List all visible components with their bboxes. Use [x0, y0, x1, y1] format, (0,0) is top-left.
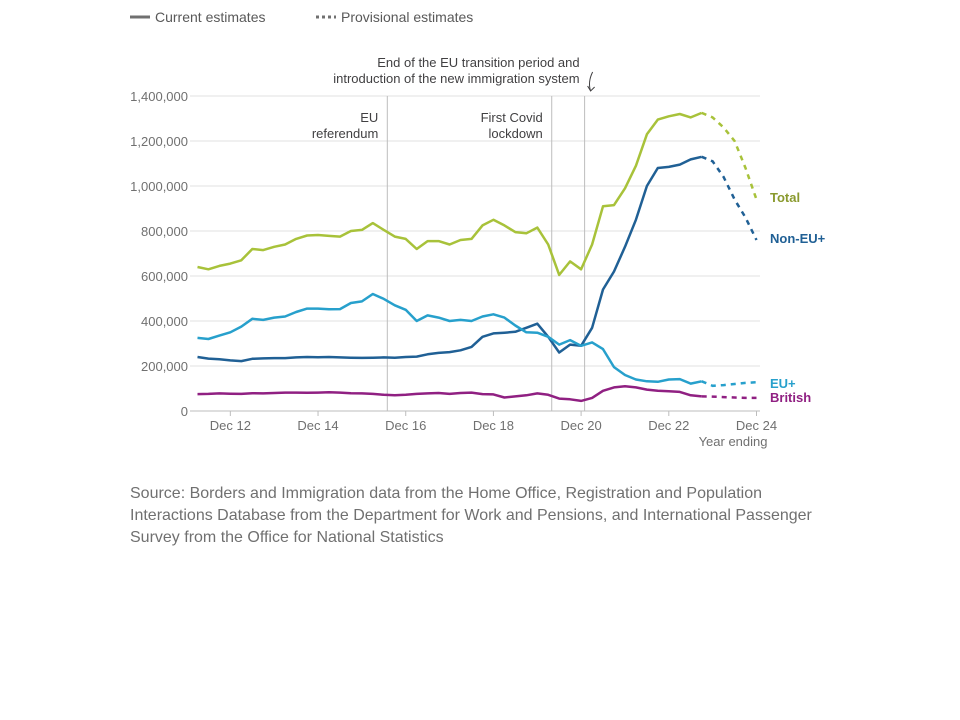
series-provisional-eu — [701, 380, 757, 388]
series-provisional-non-eu — [701, 155, 758, 241]
x-axis-title: Year ending — [699, 434, 768, 449]
y-tick-label: 400,000 — [141, 314, 188, 329]
x-tick-label: Dec 16 — [385, 418, 426, 433]
series-labels: Total Non-EU+ EU+British — [770, 190, 826, 405]
series-line-non-eu — [197, 155, 702, 363]
series-line-british — [197, 385, 702, 403]
series-line-eu — [197, 292, 702, 385]
series-label: Non-EU+ — [770, 231, 826, 246]
migration-line-chart: Current estimates Provisional estimates … — [130, 9, 826, 449]
legend-current-label: Current estimates — [155, 9, 265, 25]
x-tick-label: Dec 14 — [297, 418, 338, 433]
chart-legend: Current estimates Provisional estimates — [130, 9, 473, 25]
y-tick-label: 0 — [181, 404, 188, 419]
x-tick-label: Dec 24 — [736, 418, 777, 433]
callout-arrow — [588, 71, 594, 92]
gridlines — [190, 95, 760, 412]
x-tick-label: Dec 22 — [648, 418, 689, 433]
series-line-total — [197, 111, 703, 277]
series-provisional-british — [701, 395, 757, 400]
x-axis: Dec 12 Dec 14 Dec 16 Dec 18 Dec 20 Dec 22 Dec … — [210, 411, 777, 449]
y-tick-label: 1,400,000 — [130, 89, 188, 104]
x-tick-label: Dec 20 — [561, 418, 602, 433]
series-label: Total — [770, 190, 800, 205]
annotation-text: lockdown — [489, 126, 543, 141]
annotation-text: First Covid — [481, 110, 543, 125]
series-label: EU+ — [770, 376, 796, 391]
annotation-text: EU — [360, 110, 378, 125]
callout-arrowhead — [587, 85, 595, 92]
series-lines — [197, 111, 758, 403]
y-tick-label: 200,000 — [141, 359, 188, 374]
y-tick-label: 600,000 — [141, 269, 188, 284]
y-axis: 0 200,000 400,000 600,000 800,000 1,000,000 1,… — [130, 89, 188, 419]
annotation-text: referendum — [312, 126, 378, 141]
event-lines — [386, 96, 586, 411]
x-tick-label: Dec 12 — [210, 418, 251, 433]
legend-provisional-label: Provisional estimates — [341, 9, 473, 25]
annotation-text: introduction of the new immigration syst… — [333, 71, 579, 86]
annotation-text: End of the EU transition period and — [377, 55, 579, 70]
x-tick-label: Dec 18 — [473, 418, 514, 433]
series-label: British — [770, 390, 811, 405]
y-tick-label: 1,000,000 — [130, 179, 188, 194]
source-note: Source: Borders and Immigration data fro… — [130, 485, 812, 546]
y-tick-label: 1,200,000 — [130, 134, 188, 149]
y-tick-label: 800,000 — [141, 224, 188, 239]
